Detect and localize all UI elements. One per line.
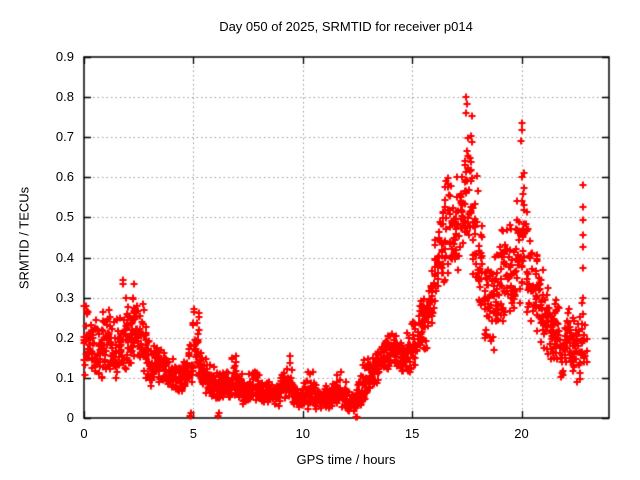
y-tick-label: 0.6 bbox=[55, 169, 74, 185]
x-tick-label: 20 bbox=[514, 426, 529, 441]
x-tick-label: 5 bbox=[189, 426, 197, 441]
y-tick-label: 0 bbox=[66, 410, 74, 425]
x-tick-label: 0 bbox=[80, 426, 88, 441]
y-tick-label: 0.9 bbox=[55, 49, 74, 64]
y-tick-label: 0.7 bbox=[55, 129, 74, 145]
y-tick-label: 0.4 bbox=[55, 249, 74, 265]
chart-title: Day 050 of 2025, SRMTID for receiver p01… bbox=[219, 19, 473, 34]
y-tick-label: 0.1 bbox=[55, 369, 74, 385]
y-tick-label: 0.5 bbox=[55, 209, 74, 225]
y-axis-label: SRMTID / TECUs bbox=[16, 186, 32, 290]
y-tick-label: 0.3 bbox=[55, 289, 74, 305]
x-tick-label: 10 bbox=[295, 426, 310, 441]
x-tick-label: 15 bbox=[404, 426, 420, 441]
y-tick-label: 0.8 bbox=[55, 89, 74, 105]
y-tick-label: 0.2 bbox=[55, 329, 74, 345]
x-axis-label: GPS time / hours bbox=[296, 452, 396, 467]
